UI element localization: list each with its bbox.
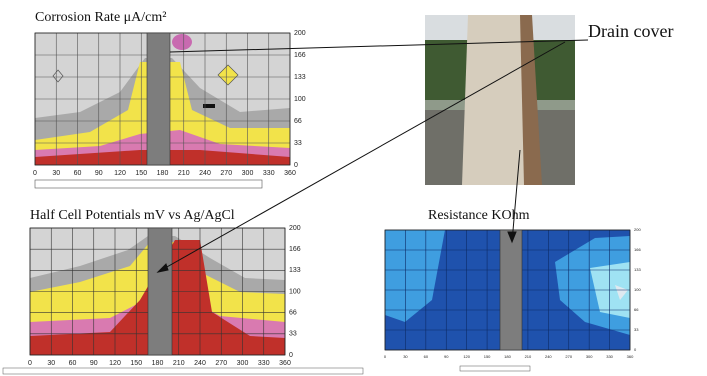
y-tick-label: 33 [289, 331, 297, 338]
y-tick-label: 166 [294, 52, 306, 59]
potential-plot [3, 228, 363, 374]
panel-title: Resistance KOhm [428, 208, 530, 223]
drain-column [147, 33, 170, 165]
y-tick-label: 0 [294, 162, 298, 169]
figure: Drain cover Corrosion Rate μA/cm² Half C… [0, 0, 707, 376]
y-tick-label: 0 [289, 352, 293, 359]
y-tick-label: 66 [294, 118, 302, 125]
x-tick-label: 330 [263, 170, 275, 177]
x-tick-label: 150 [484, 354, 491, 359]
x-tick-label: 300 [586, 354, 593, 359]
x-tick-label: 90 [444, 354, 449, 359]
x-tick-label: 30 [52, 170, 60, 177]
legend-strip [35, 180, 262, 188]
resistance-plot [385, 230, 630, 371]
x-tick-label: 0 [384, 354, 387, 359]
x-tick-label: 150 [135, 170, 147, 177]
y-tick-label: 100 [294, 96, 306, 103]
x-tick-label: 120 [114, 170, 126, 177]
photo-label: Drain cover [588, 21, 673, 41]
x-tick-label: 240 [194, 360, 206, 367]
x-tick-label: 180 [504, 354, 511, 359]
x-tick-label: 240 [199, 170, 211, 177]
x-tick-label: 60 [424, 354, 429, 359]
y-tick-label: 100 [289, 288, 301, 295]
y-tick-label: 133 [289, 267, 301, 274]
corrosion-plot [35, 33, 290, 188]
x-tick-label: 300 [242, 170, 254, 177]
y-tick-label: 166 [634, 247, 641, 252]
drain-column [148, 228, 172, 355]
x-tick-label: 330 [606, 354, 613, 359]
x-tick-label: 0 [33, 170, 37, 177]
y-tick-label: 200 [289, 225, 301, 232]
x-tick-label: 360 [279, 360, 291, 367]
x-tick-label: 0 [28, 360, 32, 367]
y-tick-label: 200 [634, 227, 641, 232]
panel-title: Corrosion Rate μA/cm² [35, 10, 166, 25]
y-tick-label: 33 [634, 327, 639, 332]
legend-strip [3, 368, 363, 374]
y-tick-label: 66 [289, 310, 297, 317]
x-tick-label: 150 [130, 360, 142, 367]
y-tick-label: 133 [294, 74, 306, 81]
x-tick-label: 90 [90, 360, 98, 367]
x-tick-label: 300 [237, 360, 249, 367]
drain-column [500, 230, 522, 350]
x-tick-label: 330 [258, 360, 270, 367]
y-tick-label: 133 [634, 267, 641, 272]
x-tick-label: 120 [463, 354, 470, 359]
y-tick-label: 100 [634, 287, 641, 292]
y-tick-label: 33 [294, 140, 302, 147]
x-tick-label: 210 [525, 354, 532, 359]
x-tick-label: 180 [152, 360, 164, 367]
x-tick-label: 360 [627, 354, 634, 359]
contour-spot [172, 34, 192, 50]
panel-title: Half Cell Potentials mV vs Ag/AgCl [30, 208, 235, 223]
x-tick-label: 210 [178, 170, 190, 177]
x-tick-label: 360 [284, 170, 296, 177]
y-tick-label: 200 [294, 30, 306, 37]
x-tick-label: 210 [173, 360, 185, 367]
x-tick-label: 60 [74, 170, 82, 177]
photo [425, 15, 575, 185]
legend-strip [460, 366, 530, 371]
x-tick-label: 270 [220, 170, 232, 177]
y-tick-label: 66 [634, 307, 639, 312]
x-tick-label: 270 [215, 360, 227, 367]
x-tick-label: 240 [545, 354, 552, 359]
y-tick-label: 166 [289, 246, 301, 253]
x-tick-label: 30 [403, 354, 408, 359]
x-tick-label: 30 [47, 360, 55, 367]
x-tick-label: 120 [109, 360, 121, 367]
x-tick-label: 180 [157, 170, 169, 177]
x-tick-label: 90 [95, 170, 103, 177]
y-tick-label: 0 [634, 347, 637, 352]
x-tick-label: 60 [69, 360, 77, 367]
x-tick-label: 270 [565, 354, 572, 359]
